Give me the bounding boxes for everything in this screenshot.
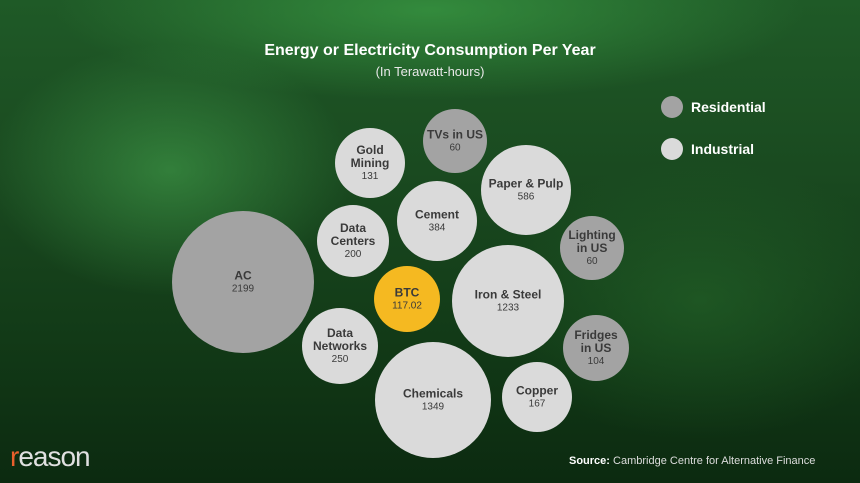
bubble-value: 384 [429, 223, 446, 234]
bubble-value: 117.02 [392, 301, 422, 312]
bubble-circle [172, 211, 314, 353]
bubble-circle [302, 308, 378, 384]
legend-residential: Residential [661, 96, 766, 118]
bubble-value: 131 [362, 171, 379, 182]
legend-swatch [661, 138, 683, 160]
bubble-circle [502, 362, 572, 432]
legend-industrial: Industrial [661, 138, 754, 160]
legend-label: Industrial [691, 141, 755, 157]
bubble-label: AC [234, 269, 252, 283]
bubble-value: 60 [586, 256, 598, 267]
bubble-circle [423, 109, 487, 173]
bubble-circle [375, 342, 491, 458]
bubble-value: 60 [449, 143, 461, 154]
bubble-circle [317, 205, 389, 277]
source-note: Source: Cambridge Centre for Alternative… [569, 455, 816, 467]
legend-swatch [661, 96, 683, 118]
bubble-circle [563, 315, 629, 381]
bubble-circle [560, 216, 624, 280]
bubble-value: 104 [588, 356, 605, 367]
bubble-label: Chemicals [403, 387, 463, 401]
bubble-label: Copper [516, 384, 558, 398]
bubble-value: 250 [332, 354, 349, 365]
bubble-value: 200 [345, 249, 362, 260]
bubble-value: 1233 [497, 303, 520, 314]
bubble-circle [397, 181, 477, 261]
reason-logo: reason [10, 441, 91, 472]
bubble-value: 586 [518, 192, 535, 203]
bubble-label: Data [340, 221, 366, 235]
bubble-label: in US [577, 241, 608, 255]
bubble-circle [374, 266, 440, 332]
legend-label: Residential [691, 99, 766, 115]
bubble-label: in US [581, 341, 612, 355]
bubble-circle [481, 145, 571, 235]
bubble-circle [452, 245, 564, 357]
bubble-label: Centers [331, 234, 376, 248]
bubble-label: Paper & Pulp [489, 177, 564, 191]
chart-title: Energy or Electricity Consumption Per Ye… [264, 42, 596, 59]
bubble-label: Cement [415, 208, 459, 222]
bubble-value: 1349 [422, 402, 445, 413]
bubble-label: Data [327, 326, 353, 340]
bubble-label: Fridges [574, 328, 618, 342]
bubble-label: Networks [313, 339, 367, 353]
bubble-circle [335, 128, 405, 198]
bubble-label: BTC [395, 286, 420, 300]
bubble-value: 2199 [232, 284, 255, 295]
chart-subtitle: (In Terawatt-hours) [375, 64, 485, 79]
bubble-label: Iron & Steel [475, 288, 542, 302]
bubble-label: Lighting [568, 228, 615, 242]
bubble-value: 167 [529, 399, 546, 410]
bubble-label: Gold [356, 143, 383, 157]
bubble-label: Mining [351, 156, 390, 170]
bubble-label: TVs in US [427, 128, 483, 142]
